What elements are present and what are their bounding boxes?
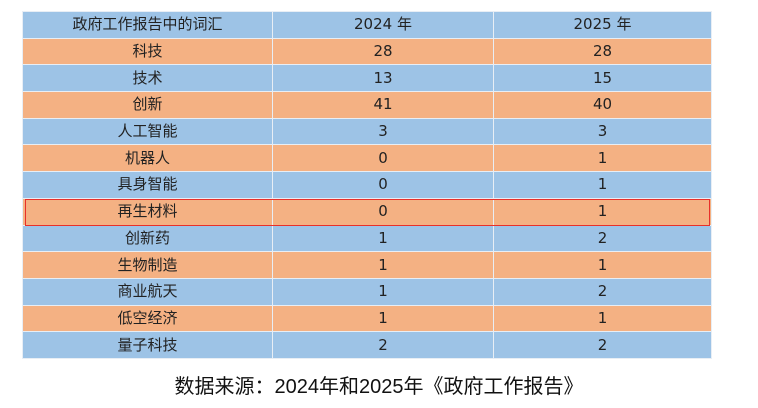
table-row: 人工智能 3 3 <box>22 117 712 146</box>
cell-2025: 28 <box>493 37 712 66</box>
table-header-row: 政府工作报告中的词汇 2024 年 2025 年 <box>22 11 712 39</box>
cell-2024: 41 <box>272 91 494 119</box>
table-row: 创新药 1 2 <box>22 224 712 253</box>
cell-term: 科技 <box>22 37 273 66</box>
cell-2024: 28 <box>272 37 494 66</box>
table-row: 创新 41 40 <box>22 91 712 119</box>
cell-2025: 3 <box>493 117 712 146</box>
table-row: 生物制造 1 1 <box>22 251 712 279</box>
cell-term: 再生材料 <box>22 197 273 226</box>
cell-term: 创新 <box>22 91 273 119</box>
source-caption: 数据来源：2024年和2025年《政府工作报告》 <box>174 376 584 398</box>
cell-2024: 0 <box>272 197 494 226</box>
table-row: 商业航天 1 2 <box>22 277 712 306</box>
cell-2025: 2 <box>493 277 712 306</box>
table-row: 科技 28 28 <box>22 37 712 66</box>
cell-2024: 1 <box>272 277 494 306</box>
cell-2024: 1 <box>272 304 494 333</box>
table-row: 量子科技 2 2 <box>22 331 712 359</box>
cell-term: 量子科技 <box>22 331 273 359</box>
cell-2025: 1 <box>493 197 712 226</box>
cell-2024: 0 <box>272 171 494 199</box>
cell-term: 生物制造 <box>22 251 273 279</box>
cell-2025: 1 <box>493 171 712 199</box>
table-row: 低空经济 1 1 <box>22 304 712 333</box>
cell-2025: 1 <box>493 304 712 333</box>
cell-2025: 2 <box>493 224 712 253</box>
table-row: 技术 13 15 <box>22 64 712 93</box>
cell-2025: 2 <box>493 331 712 359</box>
cell-term: 低空经济 <box>22 304 273 333</box>
header-2024: 2024 年 <box>272 11 494 39</box>
header-2025: 2025 年 <box>493 11 712 39</box>
header-term: 政府工作报告中的词汇 <box>22 11 273 39</box>
cell-2024: 1 <box>272 224 494 253</box>
cell-2024: 0 <box>272 144 494 173</box>
table-row: 再生材料 0 1 <box>22 197 712 226</box>
cell-term: 机器人 <box>22 144 273 173</box>
cell-2024: 1 <box>272 251 494 279</box>
cell-term: 创新药 <box>22 224 273 253</box>
cell-term: 商业航天 <box>22 277 273 306</box>
cell-term: 具身智能 <box>22 171 273 199</box>
cell-2025: 1 <box>493 251 712 279</box>
cell-2024: 3 <box>272 117 494 146</box>
word-frequency-table: 政府工作报告中的词汇 2024 年 2025 年 科技 28 28 技术 13 15 创新 4… <box>22 11 712 359</box>
cell-2025: 15 <box>493 64 712 93</box>
cell-term: 技术 <box>22 64 273 93</box>
table-row: 具身智能 0 1 <box>22 171 712 199</box>
cell-2024: 13 <box>272 64 494 93</box>
cell-2025: 1 <box>493 144 712 173</box>
table-row: 机器人 0 1 <box>22 144 712 173</box>
cell-2024: 2 <box>272 331 494 359</box>
cell-2025: 40 <box>493 91 712 119</box>
cell-term: 人工智能 <box>22 117 273 146</box>
